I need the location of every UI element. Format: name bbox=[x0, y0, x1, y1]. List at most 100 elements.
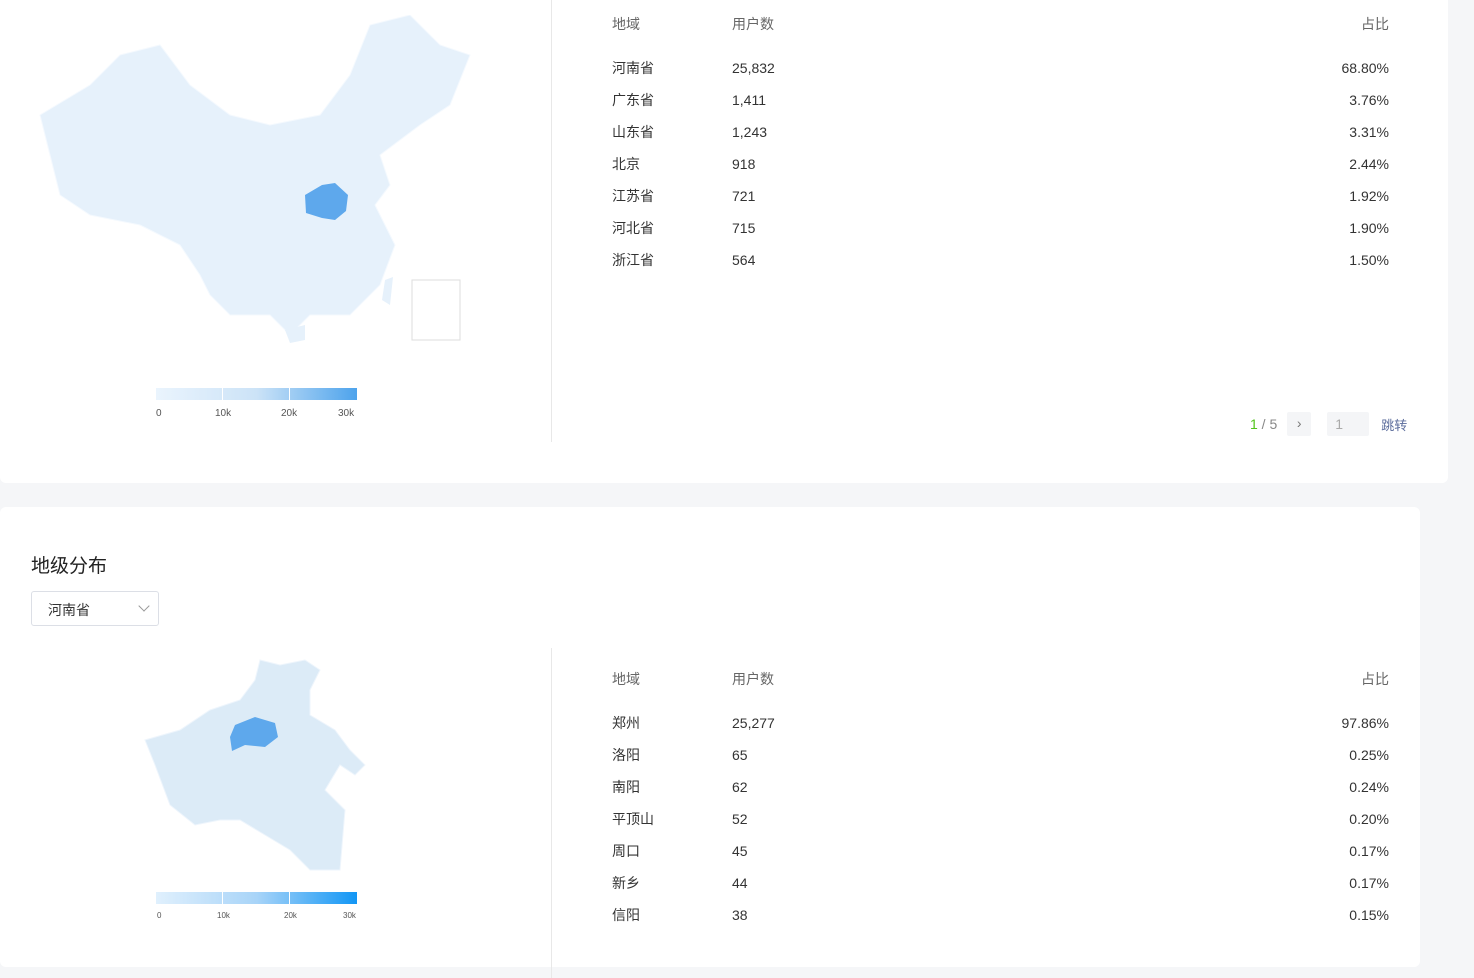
cell-region: 河北省 bbox=[612, 220, 654, 236]
cell-users: 52 bbox=[732, 811, 748, 827]
table-row[interactable]: 浙江省 564 1.50% bbox=[612, 244, 1389, 276]
cell-ratio: 0.25% bbox=[1349, 747, 1389, 763]
cell-region: 洛阳 bbox=[612, 747, 640, 763]
header-ratio: 占比 bbox=[1361, 16, 1389, 32]
south-sea-inset bbox=[411, 279, 461, 341]
table-row[interactable]: 广东省 1,411 3.76% bbox=[612, 84, 1389, 116]
province-card: 0 10k 20k 30k 地域 用户数 占比 河南省 25,832 68.80% 广… bbox=[0, 0, 1448, 483]
cell-region: 浙江省 bbox=[612, 252, 654, 268]
hainan[interactable] bbox=[285, 325, 305, 343]
cell-ratio: 2.44% bbox=[1349, 156, 1389, 172]
table-row[interactable]: 江苏省 721 1.92% bbox=[612, 180, 1389, 212]
jump-button[interactable]: 跳转 bbox=[1381, 417, 1408, 433]
cell-ratio: 1.90% bbox=[1349, 220, 1389, 236]
cell-region: 江苏省 bbox=[612, 188, 654, 204]
city-card: 地级分布 河南省 0 10k 20k 30k 地域 用户数 占比 郑州 25,27… bbox=[0, 507, 1420, 978]
legend-tick: 0 bbox=[156, 408, 162, 419]
table-row[interactable]: 平顶山 52 0.20% bbox=[612, 803, 1389, 835]
legend-bar[interactable] bbox=[156, 892, 357, 904]
divider bbox=[551, 0, 552, 442]
cell-region: 山东省 bbox=[612, 124, 654, 140]
table-row[interactable]: 郑州 25,277 97.86% bbox=[612, 707, 1389, 739]
cell-users: 918 bbox=[732, 156, 756, 172]
page-separator: / bbox=[1257, 416, 1270, 432]
cell-ratio: 68.80% bbox=[1341, 60, 1389, 76]
header-users: 用户数 bbox=[732, 671, 774, 687]
cell-region: 北京 bbox=[612, 156, 640, 172]
legend-tick: 20k bbox=[284, 911, 297, 920]
table-row[interactable]: 南阳 62 0.24% bbox=[612, 771, 1389, 803]
total-pages: 5 bbox=[1269, 416, 1278, 432]
cell-region: 广东省 bbox=[612, 92, 654, 108]
cell-ratio: 3.76% bbox=[1349, 92, 1389, 108]
cell-users: 1,243 bbox=[732, 124, 768, 140]
table-row[interactable]: 洛阳 65 0.25% bbox=[612, 739, 1389, 771]
header-region: 地域 bbox=[612, 671, 640, 687]
cell-region: 平顶山 bbox=[612, 811, 654, 827]
section-title: 地级分布 bbox=[31, 556, 108, 577]
cell-region: 新乡 bbox=[612, 875, 640, 891]
cell-users: 45 bbox=[732, 843, 748, 859]
cell-region: 周口 bbox=[612, 843, 640, 859]
cell-region: 郑州 bbox=[612, 715, 640, 731]
legend-tick: 20k bbox=[281, 408, 298, 419]
cell-users: 564 bbox=[732, 252, 756, 268]
province-legend: 0 10k 20k 30k bbox=[156, 388, 357, 422]
chevron-down-icon bbox=[138, 600, 150, 612]
cell-ratio: 97.86% bbox=[1341, 715, 1389, 731]
legend-tick: 30k bbox=[343, 911, 356, 920]
cell-users: 721 bbox=[732, 188, 756, 204]
legend-bar[interactable] bbox=[156, 388, 357, 400]
header-region: 地域 bbox=[612, 16, 640, 32]
select-value: 河南省 bbox=[48, 602, 90, 618]
header-users: 用户数 bbox=[732, 16, 774, 32]
province-table: 地域 用户数 占比 河南省 25,832 68.80% 广东省 1,411 3.76% 山东… bbox=[612, 14, 1389, 276]
table-row[interactable]: 河南省 25,832 68.80% bbox=[612, 52, 1389, 84]
cell-region: 南阳 bbox=[612, 779, 640, 795]
divider bbox=[551, 648, 552, 978]
pagination: 1 / 5 › 跳转 bbox=[1250, 412, 1407, 436]
cell-users: 25,277 bbox=[732, 715, 775, 731]
cell-region: 信阳 bbox=[612, 907, 640, 923]
cell-region: 河南省 bbox=[612, 60, 654, 76]
cell-ratio: 0.17% bbox=[1349, 843, 1389, 859]
table-header: 地域 用户数 占比 bbox=[612, 669, 1389, 689]
table-row[interactable]: 信阳 38 0.15% bbox=[612, 899, 1389, 931]
cell-ratio: 0.15% bbox=[1349, 907, 1389, 923]
zhengzhou-region[interactable] bbox=[230, 717, 278, 751]
cell-ratio: 0.24% bbox=[1349, 779, 1389, 795]
cell-ratio: 1.92% bbox=[1349, 188, 1389, 204]
table-header: 地域 用户数 占比 bbox=[612, 14, 1389, 34]
legend-tick: 10k bbox=[215, 408, 232, 419]
city-table: 地域 用户数 占比 郑州 25,277 97.86% 洛阳 65 0.25% 南阳 62 0.2… bbox=[612, 669, 1389, 931]
page-input[interactable] bbox=[1327, 412, 1370, 436]
taiwan[interactable] bbox=[382, 277, 393, 305]
table-row[interactable]: 北京 918 2.44% bbox=[612, 148, 1389, 180]
province-select[interactable]: 河南省 bbox=[31, 591, 159, 626]
cell-ratio: 0.20% bbox=[1349, 811, 1389, 827]
china-map bbox=[39, 15, 471, 343]
cell-users: 62 bbox=[732, 779, 748, 795]
cell-ratio: 0.17% bbox=[1349, 875, 1389, 891]
cell-users: 44 bbox=[732, 875, 748, 891]
table-row[interactable]: 山东省 1,243 3.31% bbox=[612, 116, 1389, 148]
cell-ratio: 1.50% bbox=[1349, 252, 1389, 268]
henan-outline[interactable] bbox=[144, 659, 366, 871]
legend-tick: 10k bbox=[217, 911, 230, 920]
current-page: 1 bbox=[1250, 416, 1258, 432]
cell-users: 1,411 bbox=[732, 92, 766, 108]
next-page-button[interactable]: › bbox=[1287, 412, 1312, 436]
cell-users: 65 bbox=[732, 747, 748, 763]
table-row[interactable]: 周口 45 0.17% bbox=[612, 835, 1389, 867]
china-outline[interactable] bbox=[39, 15, 471, 336]
cell-users: 38 bbox=[732, 907, 748, 923]
table-row[interactable]: 河北省 715 1.90% bbox=[612, 212, 1389, 244]
legend-tick: 30k bbox=[338, 408, 355, 419]
table-row[interactable]: 新乡 44 0.17% bbox=[612, 867, 1389, 899]
henan-map bbox=[144, 659, 366, 871]
cell-users: 25,832 bbox=[732, 60, 775, 76]
city-legend: 0 10k 20k 30k bbox=[156, 892, 357, 925]
cell-users: 715 bbox=[732, 220, 756, 236]
henan-region[interactable] bbox=[305, 183, 348, 220]
legend-tick: 0 bbox=[157, 911, 162, 920]
